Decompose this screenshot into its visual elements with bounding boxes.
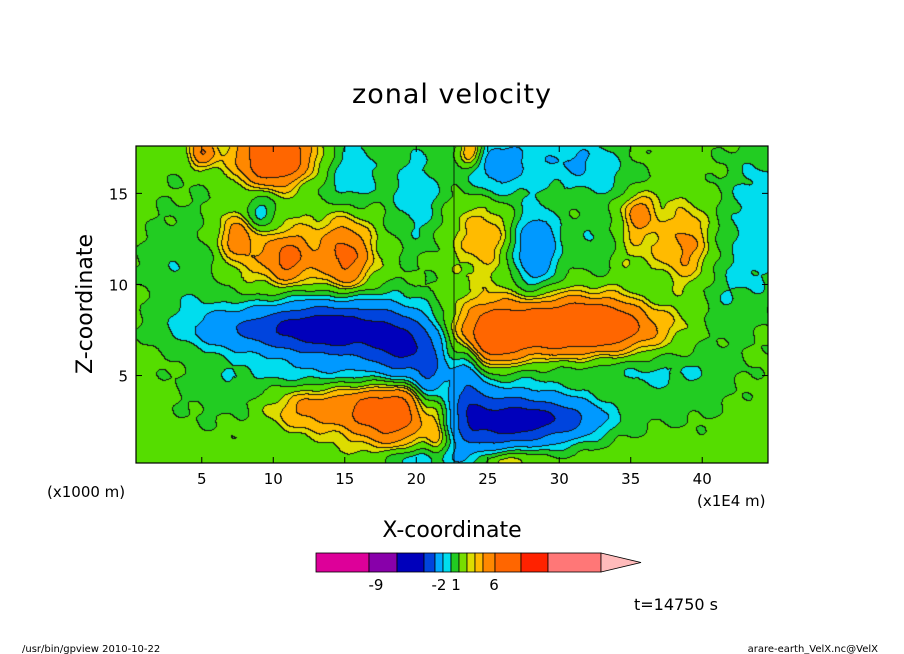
x-axis-ticks: 5 10 15 20 25 30 35 40	[197, 146, 712, 488]
colorbar-extend-arrow	[600, 552, 642, 573]
x-tick-label: 35	[621, 470, 640, 488]
colorbar-cell	[315, 552, 370, 573]
colorbar: -9 -2 1 6	[315, 552, 642, 594]
colorbar-cell	[547, 552, 602, 573]
time-label: t=14750 s	[634, 595, 718, 614]
colorbar-cell	[474, 552, 484, 573]
x-unit-right: (x1E4 m)	[697, 492, 766, 510]
plot-area: 5 10 15 20 25 30 35 40 5 10 15	[109, 145, 769, 488]
y-axis-ticks: 5 10 15	[109, 185, 768, 386]
footer-left: /usr/bin/gpview 2010-10-22	[22, 644, 160, 654]
colorbar-cell	[494, 552, 522, 573]
colorbar-label: -9	[369, 576, 384, 594]
y-tick-label: 10	[109, 276, 128, 294]
colorbar-cell	[442, 552, 452, 573]
y-axis-label: Z-coordinate	[73, 234, 98, 374]
plot-frame	[135, 145, 769, 464]
chart-title: zonal velocity	[352, 79, 552, 110]
x-tick-label: 25	[478, 470, 497, 488]
x-tick-label: 20	[407, 470, 426, 488]
x-axis-label: X-coordinate	[382, 518, 521, 543]
y-tick-label: 15	[109, 185, 128, 203]
colorbar-label: -2	[432, 576, 447, 594]
colorbar-cell	[520, 552, 549, 573]
y-tick-label: 5	[118, 368, 128, 386]
colorbar-cell	[434, 552, 444, 573]
x-tick-label: 10	[264, 470, 283, 488]
footer-right: arare-earth_VelX.nc@VelX	[748, 644, 879, 654]
colorbar-label: 1	[451, 576, 461, 594]
x-tick-label: 5	[197, 470, 207, 488]
colorbar-cell	[466, 552, 476, 573]
colorbar-cell	[450, 552, 460, 573]
colorbar-label: 6	[489, 576, 499, 594]
colorbar-cell	[482, 552, 496, 573]
x-tick-label: 30	[550, 470, 569, 488]
x-tick-label: 40	[693, 470, 712, 488]
colorbar-cell	[423, 552, 436, 573]
heatmap-field	[136, 146, 768, 463]
colorbar-cell	[368, 552, 398, 573]
x-tick-label: 15	[335, 470, 354, 488]
colorbar-cell	[396, 552, 425, 573]
x-unit-left: (x1000 m)	[47, 483, 125, 501]
colorbar-cell	[458, 552, 468, 573]
